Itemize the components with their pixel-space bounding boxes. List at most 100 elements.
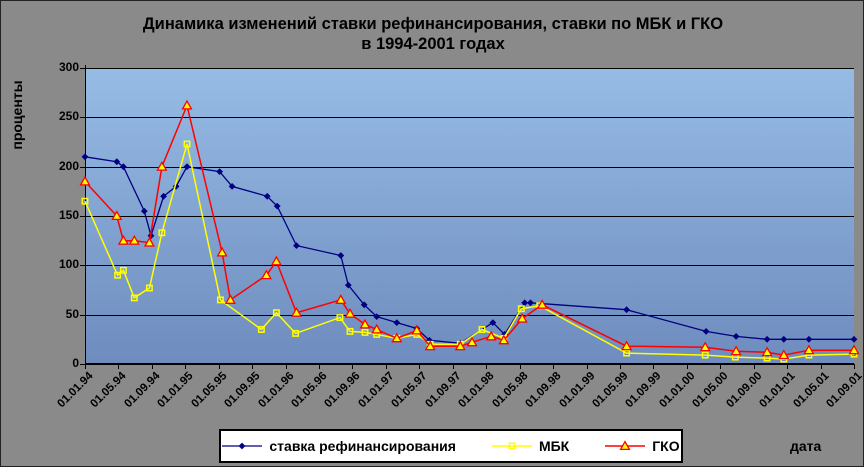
marker-square-icon: [183, 140, 191, 148]
legend-label-0: ставка рефинансирования: [269, 438, 456, 454]
marker-diamond-icon: [140, 207, 148, 215]
marker-triangle-icon: [260, 269, 272, 280]
marker-diamond-icon: [81, 153, 89, 161]
marker-triangle-icon: [128, 234, 140, 245]
marker-triangle-icon: [498, 334, 510, 345]
marker-square-icon: [292, 329, 300, 337]
marker-triangle-icon: [111, 210, 123, 221]
legend-item-2: ГКО: [605, 438, 680, 454]
marker-triangle-icon: [391, 332, 403, 343]
marker-diamond-icon: [238, 442, 246, 450]
legend-diamond-icon: [222, 442, 263, 450]
marker-square-icon: [216, 296, 224, 304]
marker-triangle-icon: [117, 234, 129, 245]
marker-triangle-icon: [485, 330, 497, 341]
marker-diamond-icon: [160, 192, 167, 200]
marker-triangle-icon: [411, 324, 423, 335]
y-tick-label: 100: [58, 257, 79, 272]
series-line-0: [84, 156, 854, 344]
marker-triangle-icon: [181, 99, 193, 110]
chart-title-line2: в 1994-2001 годах: [361, 35, 505, 53]
marker-triangle-icon: [466, 336, 478, 347]
marker-square-icon: [517, 305, 525, 313]
marker-triangle-icon: [270, 255, 282, 266]
marker-square-icon: [508, 442, 516, 450]
marker-square-icon: [158, 229, 166, 237]
legend-triangle-icon: [605, 440, 646, 451]
marker-triangle-icon: [516, 312, 528, 323]
plot-area: [79, 65, 860, 369]
marker-square-icon: [130, 294, 138, 302]
marker-square-icon: [361, 328, 369, 336]
y-tick-label: 300: [58, 60, 79, 74]
legend-item-1: МБК: [491, 438, 570, 454]
y-tick-label: 200: [58, 158, 79, 173]
marker-diamond-icon: [805, 335, 813, 343]
marker-triangle-icon: [143, 236, 155, 247]
series-line-2: [84, 103, 854, 356]
marker-triangle-icon: [344, 307, 356, 318]
y-axis-title: проценты: [9, 80, 25, 150]
marker-diamond-icon: [850, 335, 858, 343]
plot-canvas: [79, 65, 860, 369]
marker-diamond-icon: [393, 319, 401, 326]
marker-triangle-icon: [778, 349, 790, 360]
marker-triangle-icon: [359, 318, 371, 329]
marker-diamond-icon: [521, 299, 529, 307]
marker-diamond-icon: [623, 306, 630, 314]
marker-triangle-icon: [424, 340, 436, 351]
marker-diamond-icon: [216, 168, 223, 175]
marker-triangle-icon: [335, 294, 347, 304]
marker-diamond-icon: [732, 333, 740, 340]
marker-square-icon: [114, 271, 122, 279]
marker-diamond-icon: [172, 183, 180, 190]
marker-triangle-icon: [79, 175, 91, 186]
marker-diamond-icon: [489, 319, 497, 326]
marker-diamond-icon: [360, 301, 368, 309]
marker-triangle-icon: [730, 345, 742, 356]
chart-title: Динамика изменений ставки рефинансирован…: [1, 14, 863, 54]
marker-diamond-icon: [183, 163, 191, 171]
marker-triangle-icon: [761, 346, 773, 357]
marker-triangle-icon: [699, 341, 711, 352]
marker-triangle-icon: [290, 306, 303, 317]
marker-square-icon: [81, 197, 89, 205]
legend-label-1: МБК: [538, 438, 570, 454]
legend-label-2: ГКО: [652, 438, 680, 454]
marker-diamond-icon: [527, 299, 534, 307]
marker-triangle-icon: [619, 440, 631, 451]
y-tick-label: 0: [72, 356, 79, 370]
marker-square-icon: [145, 284, 153, 292]
marker-triangle-icon: [454, 340, 466, 351]
legend: ставка рефинансирования МБК ГКО: [219, 429, 683, 463]
marker-square-icon: [623, 349, 631, 357]
marker-triangle-icon: [621, 340, 633, 351]
marker-square-icon: [346, 327, 354, 335]
marker-diamond-icon: [344, 281, 352, 289]
marker-diamond-icon: [702, 328, 710, 335]
marker-triangle-icon: [803, 344, 815, 355]
legend-item-0: ставка рефинансирования: [222, 438, 456, 454]
marker-diamond-icon: [780, 335, 788, 343]
marker-diamond-icon: [373, 313, 381, 320]
y-tick-label: 150: [58, 208, 79, 222]
marker-square-icon: [257, 326, 265, 333]
marker-diamond-icon: [763, 335, 771, 343]
marker-square-icon: [336, 314, 344, 322]
y-tick-label: 50: [65, 306, 79, 321]
marker-square-icon: [272, 309, 280, 317]
x-axis-title: дата: [790, 438, 822, 454]
marker-square-icon: [119, 266, 127, 274]
marker-square-icon: [478, 326, 486, 333]
series-line-1: [84, 143, 855, 360]
y-tick-label: 250: [58, 109, 79, 124]
marker-diamond-icon: [273, 202, 281, 210]
marker-triangle-icon: [848, 344, 860, 355]
marker-diamond-icon: [263, 192, 271, 200]
marker-triangle-icon: [224, 294, 236, 304]
marker-square-icon: [701, 351, 709, 359]
marker-diamond-icon: [228, 183, 236, 190]
marker-triangle-icon: [216, 246, 228, 257]
marker-triangle-icon: [156, 160, 168, 171]
